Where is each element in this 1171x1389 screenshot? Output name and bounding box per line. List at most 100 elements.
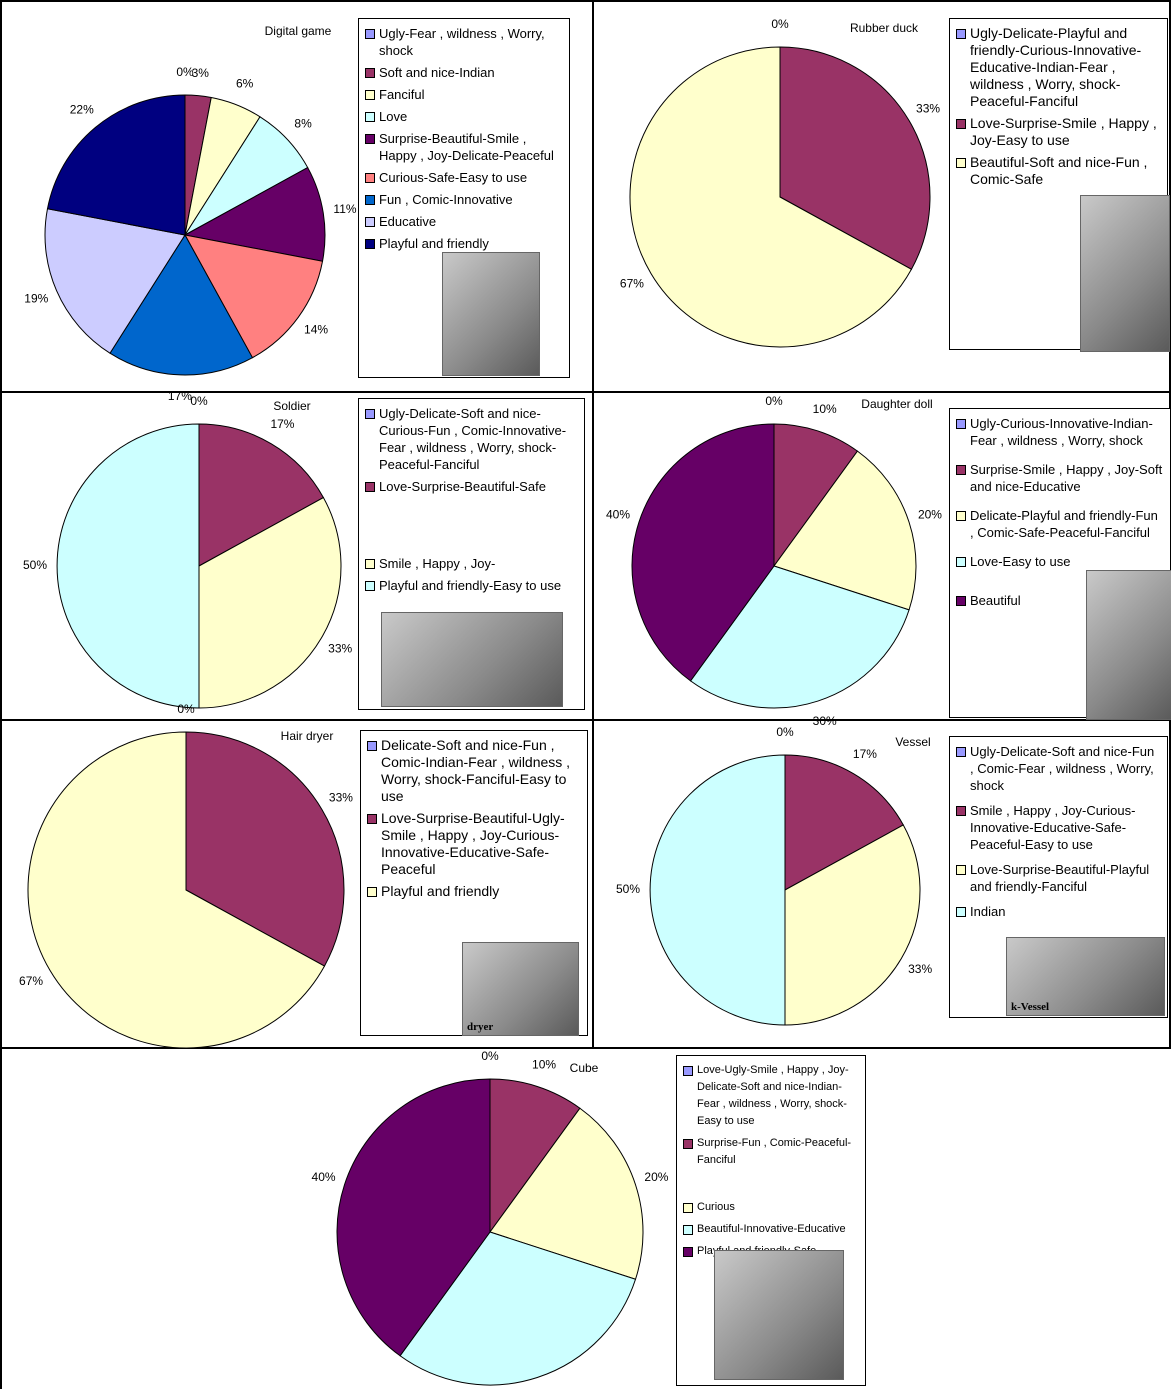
legend-item: Surprise-Fun , Comic-Peaceful-Fanciful [683, 1135, 859, 1169]
legend-item: Love-Easy to use [956, 553, 1164, 570]
pie-slice [631, 423, 775, 682]
legend-swatch [365, 482, 375, 492]
legend: Ugly-Curious-Innovative-Indian-Fear , wi… [949, 408, 1171, 718]
legend-label: Educative [379, 214, 437, 229]
legend-label: Fun , Comic-Innovative [379, 192, 513, 207]
legend-item: Ugly-Curious-Innovative-Indian-Fear , wi… [956, 415, 1164, 449]
legend-swatch [365, 559, 375, 569]
chart-title: Cube [570, 1061, 599, 1075]
pie-slice [198, 496, 342, 709]
legend-label: Playful and friendly-Easy to use [379, 578, 562, 593]
legend-item: Playful and friendly [367, 883, 581, 900]
legend-swatch [956, 119, 966, 129]
legend-item: Love-Surprise-Beautiful-Ugly-Smile , Hap… [367, 810, 581, 878]
slice-label: 50% [616, 882, 640, 896]
border [0, 719, 1171, 721]
slice-label: 33% [328, 642, 352, 656]
slice-label: 0% [176, 65, 194, 79]
legend-swatch [365, 195, 375, 205]
slice-label: 0% [177, 702, 195, 716]
pie-slice [109, 234, 254, 376]
legend-item: Ugly-Delicate-Soft and nice-Fun , Comic-… [956, 743, 1161, 794]
legend-item: Curious-Safe-Easy to use [365, 169, 563, 186]
legend-swatch [956, 865, 966, 875]
product-photo [714, 1250, 844, 1380]
chart-title: Daughter doll [861, 397, 932, 411]
pie-slice [184, 234, 324, 359]
slice-label: 40% [312, 1170, 336, 1184]
pie-slice [629, 46, 913, 348]
legend-item: Fanciful [365, 86, 563, 103]
legend-label: Soft and nice-Indian [379, 65, 495, 80]
legend-item: Beautiful-Innovative-Educative [683, 1221, 859, 1238]
pie-slice [46, 94, 186, 236]
legend-label: Ugly-Delicate-Playful and friendly-Curio… [970, 25, 1142, 109]
pie-slice [336, 1078, 491, 1357]
legend-label: Ugly-Delicate-Soft and nice-Fun , Comic-… [970, 744, 1155, 793]
slice-label: 67% [19, 974, 43, 988]
legend-item: Fun , Comic-Innovative [365, 191, 563, 208]
pie-slice [779, 46, 931, 270]
legend-swatch [956, 596, 966, 606]
slice-label: 3% [192, 66, 210, 80]
pie-slice [399, 1231, 637, 1386]
pie-slice [185, 731, 345, 967]
chart-title: Rubber duck [850, 21, 919, 35]
legend-label: Ugly-Delicate-Soft and nice-Curious-Fun … [379, 406, 567, 472]
legend-label: Delicate-Playful and friendly-Fun , Comi… [970, 508, 1158, 540]
legend-item: Beautiful-Soft and nice-Fun , Comic-Safe [956, 154, 1161, 188]
legend-item: Soft and nice-Indian [365, 64, 563, 81]
legend-item: Ugly-Fear , wildness , Worry, shock [365, 25, 563, 59]
product-photo [1080, 195, 1170, 352]
photo-caption: dryer [467, 1021, 494, 1033]
pie-slice [784, 824, 921, 1026]
pie-slice [56, 423, 200, 709]
legend-label: Beautiful [970, 593, 1021, 608]
product-photo [1086, 570, 1171, 720]
legend-item: Smile , Happy , Joy- [365, 555, 578, 572]
legend: Ugly-Delicate-Soft and nice-Fun , Comic-… [949, 736, 1168, 1018]
slice-label: 33% [916, 102, 940, 116]
pie-slice [489, 1107, 644, 1280]
legend-item: Playful and friendly [365, 235, 563, 252]
legend-swatch [956, 806, 966, 816]
slice-label: 0% [765, 394, 783, 408]
legend-item: Playful and friendly-Easy to use [365, 577, 578, 594]
pie-slice [773, 423, 859, 568]
pie-slice [649, 754, 786, 1026]
legend-swatch [365, 29, 375, 39]
slice-label: 50% [23, 558, 47, 572]
border [592, 0, 594, 1048]
legend-swatch [365, 134, 375, 144]
slice-label: 40% [606, 507, 630, 521]
photo-caption: k-Vessel [1011, 1001, 1050, 1013]
legend-swatch [365, 217, 375, 227]
legend-swatch [956, 158, 966, 168]
legend-swatch [365, 409, 375, 419]
legend-label: Indian [970, 904, 1006, 919]
legend-label: Curious-Safe-Easy to use [379, 170, 528, 185]
legend-item: Smile , Happy , Joy-Curious-Innovative-E… [956, 802, 1161, 853]
product-photo: dryer [462, 942, 579, 1036]
legend-swatch [956, 419, 966, 429]
slice-label: 33% [329, 791, 353, 805]
pie-slice [784, 754, 904, 891]
slice-label: 14% [304, 322, 328, 336]
legend-item: Love-Ugly-Smile , Happy , Joy-Delicate-S… [683, 1062, 859, 1130]
legend-swatch [365, 68, 375, 78]
legend-label: Playful and friendly [379, 236, 489, 251]
legend-item: Love [365, 108, 563, 125]
legend-swatch [683, 1225, 693, 1235]
legend-swatch [683, 1139, 693, 1149]
slice-label: 30% [813, 714, 837, 728]
legend-item: Surprise-Smile , Happy , Joy-Soft and ni… [956, 461, 1164, 495]
pie-slice [198, 423, 325, 567]
legend-label: Playful and friendly [381, 883, 500, 899]
legend-item: Ugly-Delicate-Soft and nice-Curious-Fun … [365, 405, 578, 473]
slice-label: 6% [236, 77, 254, 91]
legend-item: Beautiful [956, 592, 1164, 609]
legend-label: Delicate-Soft and nice-Fun , Comic-India… [381, 737, 571, 804]
pie-slice [27, 731, 326, 1049]
pie-slice [183, 166, 326, 262]
slice-label: 10% [813, 402, 837, 416]
